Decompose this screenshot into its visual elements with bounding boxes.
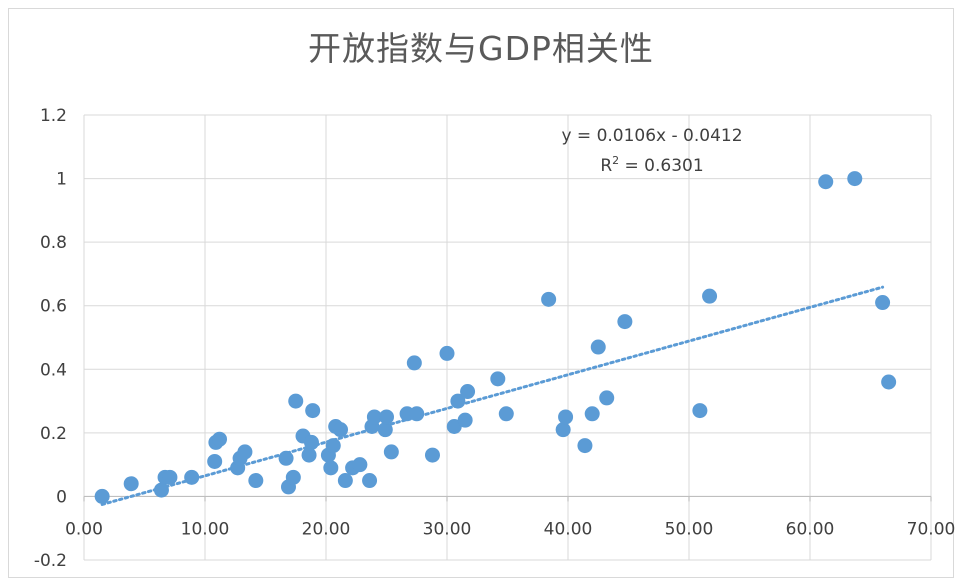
y-tick-label: 0 (56, 487, 67, 507)
data-point (207, 453, 223, 469)
data-point (555, 422, 571, 438)
data-point (457, 412, 473, 428)
axes (83, 495, 932, 502)
data-point (584, 406, 600, 422)
data-point (325, 438, 341, 454)
data-point (409, 406, 425, 422)
x-tick-label: 40.00 (544, 519, 593, 539)
y-tick-label: 0.4 (40, 360, 67, 380)
data-point (278, 450, 294, 466)
data-point (617, 314, 633, 330)
data-point (366, 409, 382, 425)
data-point (406, 355, 422, 371)
data-point (303, 434, 319, 450)
data-point (460, 384, 476, 400)
data-point (590, 339, 606, 355)
x-tick-labels: 0.00 10.00 20.00 30.00 40.00 50.00 60.00 70.00 (65, 519, 955, 539)
data-point (123, 476, 139, 492)
x-tick-label: 0.00 (65, 519, 103, 539)
data-point (337, 473, 353, 489)
data-point (333, 422, 349, 438)
y-tick-label: 1.2 (40, 106, 67, 126)
data-point (379, 409, 394, 425)
data-point (702, 288, 718, 304)
data-point (362, 473, 378, 489)
x-tick-label: 20.00 (302, 519, 351, 539)
data-point (424, 447, 440, 463)
data-point (847, 171, 863, 187)
y-tick-label: 0.8 (40, 233, 67, 253)
chart-title: 开放指数与GDP相关性 (308, 29, 654, 68)
data-point (248, 473, 264, 489)
y-tick-label: 1 (56, 170, 67, 190)
y-tick-label: -0.2 (34, 551, 67, 571)
data-point (599, 390, 615, 406)
data-point (184, 469, 200, 485)
data-point (301, 447, 317, 463)
data-point (818, 174, 834, 190)
data-point (237, 444, 253, 460)
data-point (541, 291, 557, 307)
x-tick-label: 30.00 (423, 519, 472, 539)
data-point (558, 409, 574, 425)
data-point (692, 403, 708, 419)
data-point (875, 295, 891, 311)
data-point (305, 403, 321, 419)
trendline-group (100, 285, 885, 506)
data-point (498, 406, 514, 422)
x-tick-label: 70.00 (907, 519, 956, 539)
x-tick-label: 50.00 (665, 519, 714, 539)
data-point (450, 393, 466, 409)
r2-prefix: R (600, 156, 612, 176)
r2-value: = 0.6301 (619, 156, 704, 176)
trendline (100, 285, 885, 506)
data-point (212, 431, 228, 447)
data-point (490, 371, 506, 387)
data-point (439, 345, 455, 361)
data-point (153, 482, 169, 498)
data-point (288, 393, 304, 409)
data-point (446, 419, 462, 434)
x-tick-label: 10.00 (181, 519, 230, 539)
data-point (577, 438, 593, 454)
x-tick-label: 60.00 (786, 519, 835, 539)
data-point (881, 374, 897, 390)
gridlines (83, 114, 932, 561)
y-tick-label: 0.2 (40, 424, 67, 444)
data-point (323, 460, 339, 476)
data-points (94, 171, 897, 504)
y-tick-label: 0.6 (40, 297, 67, 317)
r2-superscript: 2 (612, 154, 619, 167)
data-point (94, 488, 110, 504)
y-tick-labels: 1.2 1 0.8 0.6 0.4 0.2 0 -0.2 (34, 106, 67, 571)
data-point (162, 469, 178, 485)
data-point (285, 469, 301, 485)
data-point (383, 444, 399, 460)
trendline-r2: R2 = 0.6301 (600, 154, 703, 176)
data-point (352, 457, 368, 473)
trendline-equation: y = 0.0106x - 0.0412 (561, 126, 742, 146)
data-point (377, 422, 393, 438)
